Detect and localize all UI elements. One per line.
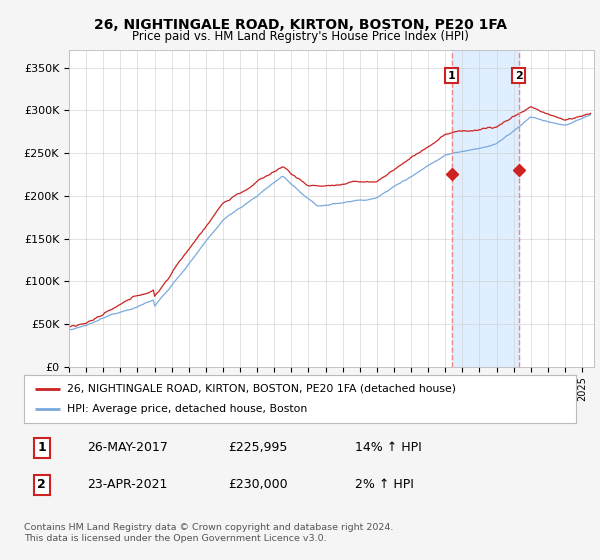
Text: 26, NIGHTINGALE ROAD, KIRTON, BOSTON, PE20 1FA: 26, NIGHTINGALE ROAD, KIRTON, BOSTON, PE… (94, 18, 506, 32)
Text: 2% ↑ HPI: 2% ↑ HPI (355, 478, 414, 491)
Text: Contains HM Land Registry data © Crown copyright and database right 2024.
This d: Contains HM Land Registry data © Crown c… (24, 524, 394, 543)
Text: 26-MAY-2017: 26-MAY-2017 (88, 441, 169, 454)
Text: 2: 2 (37, 478, 46, 491)
Text: 2: 2 (515, 71, 523, 81)
Text: £230,000: £230,000 (228, 478, 288, 491)
Text: 23-APR-2021: 23-APR-2021 (88, 478, 168, 491)
Text: 26, NIGHTINGALE ROAD, KIRTON, BOSTON, PE20 1FA (detached house): 26, NIGHTINGALE ROAD, KIRTON, BOSTON, PE… (67, 384, 456, 394)
Text: 14% ↑ HPI: 14% ↑ HPI (355, 441, 422, 454)
Text: £225,995: £225,995 (228, 441, 287, 454)
Text: Price paid vs. HM Land Registry's House Price Index (HPI): Price paid vs. HM Land Registry's House … (131, 30, 469, 43)
Text: 1: 1 (37, 441, 46, 454)
Text: 1: 1 (448, 71, 455, 81)
Bar (452, 50, 519, 367)
Text: HPI: Average price, detached house, Boston: HPI: Average price, detached house, Bost… (67, 404, 307, 414)
